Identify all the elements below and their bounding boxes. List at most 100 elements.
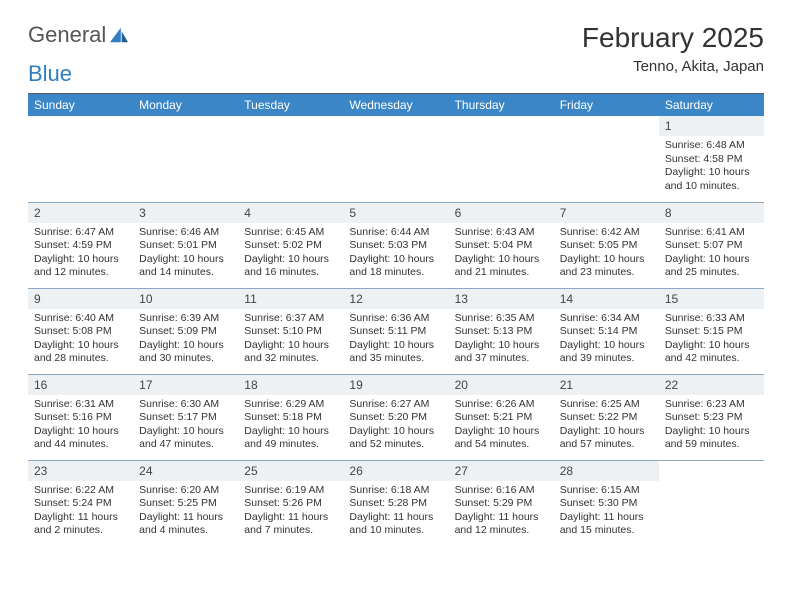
sunrise-text: Sunrise: 6:30 AM: [139, 398, 232, 412]
calendar-day-cell: 25Sunrise: 6:19 AMSunset: 5:26 PMDayligh…: [238, 460, 343, 546]
daylight-text: Daylight: 10 hours and 14 minutes.: [139, 253, 232, 280]
sunrise-text: Sunrise: 6:16 AM: [455, 484, 548, 498]
daylight-text: Daylight: 10 hours and 25 minutes.: [665, 253, 758, 280]
day-details: Sunrise: 6:33 AMSunset: 5:15 PMDaylight:…: [659, 309, 764, 371]
daylight-text: Daylight: 10 hours and 28 minutes.: [34, 339, 127, 366]
sunset-text: Sunset: 5:20 PM: [349, 411, 442, 425]
sunset-text: Sunset: 5:22 PM: [560, 411, 653, 425]
day-details: Sunrise: 6:43 AMSunset: 5:04 PMDaylight:…: [449, 223, 554, 285]
sunset-text: Sunset: 5:23 PM: [665, 411, 758, 425]
day-details: Sunrise: 6:46 AMSunset: 5:01 PMDaylight:…: [133, 223, 238, 285]
sunrise-text: Sunrise: 6:43 AM: [455, 226, 548, 240]
day-number: 24: [133, 461, 238, 481]
sunrise-text: Sunrise: 6:31 AM: [34, 398, 127, 412]
logo-sail-icon: [108, 26, 130, 44]
day-number: 10: [133, 289, 238, 309]
sunset-text: Sunset: 5:08 PM: [34, 325, 127, 339]
day-number: 8: [659, 203, 764, 223]
day-details: Sunrise: 6:47 AMSunset: 4:59 PMDaylight:…: [28, 223, 133, 285]
sunrise-text: Sunrise: 6:40 AM: [34, 312, 127, 326]
daylight-text: Daylight: 11 hours and 10 minutes.: [349, 511, 442, 538]
day-number: 9: [28, 289, 133, 309]
weekday-header: Friday: [554, 94, 659, 116]
sunset-text: Sunset: 4:59 PM: [34, 239, 127, 253]
sunrise-text: Sunrise: 6:39 AM: [139, 312, 232, 326]
day-details: Sunrise: 6:41 AMSunset: 5:07 PMDaylight:…: [659, 223, 764, 285]
calendar-day-cell: 19Sunrise: 6:27 AMSunset: 5:20 PMDayligh…: [343, 374, 448, 460]
calendar-day-cell: 22Sunrise: 6:23 AMSunset: 5:23 PMDayligh…: [659, 374, 764, 460]
sunrise-text: Sunrise: 6:23 AM: [665, 398, 758, 412]
calendar-day-cell: 13Sunrise: 6:35 AMSunset: 5:13 PMDayligh…: [449, 288, 554, 374]
calendar-day-cell: 17Sunrise: 6:30 AMSunset: 5:17 PMDayligh…: [133, 374, 238, 460]
sunset-text: Sunset: 5:25 PM: [139, 497, 232, 511]
logo-text-1: General: [28, 22, 106, 48]
sunset-text: Sunset: 5:16 PM: [34, 411, 127, 425]
day-details: Sunrise: 6:35 AMSunset: 5:13 PMDaylight:…: [449, 309, 554, 371]
daylight-text: Daylight: 11 hours and 15 minutes.: [560, 511, 653, 538]
sunrise-text: Sunrise: 6:35 AM: [455, 312, 548, 326]
calendar-empty-cell: [449, 116, 554, 202]
sunset-text: Sunset: 4:58 PM: [665, 153, 758, 167]
daylight-text: Daylight: 10 hours and 12 minutes.: [34, 253, 127, 280]
daylight-text: Daylight: 10 hours and 49 minutes.: [244, 425, 337, 452]
calendar-day-cell: 3Sunrise: 6:46 AMSunset: 5:01 PMDaylight…: [133, 202, 238, 288]
day-details: Sunrise: 6:23 AMSunset: 5:23 PMDaylight:…: [659, 395, 764, 457]
day-details: Sunrise: 6:37 AMSunset: 5:10 PMDaylight:…: [238, 309, 343, 371]
day-details: Sunrise: 6:30 AMSunset: 5:17 PMDaylight:…: [133, 395, 238, 457]
day-number: 19: [343, 375, 448, 395]
sunrise-text: Sunrise: 6:19 AM: [244, 484, 337, 498]
daylight-text: Daylight: 10 hours and 44 minutes.: [34, 425, 127, 452]
day-details: Sunrise: 6:34 AMSunset: 5:14 PMDaylight:…: [554, 309, 659, 371]
day-details: Sunrise: 6:20 AMSunset: 5:25 PMDaylight:…: [133, 481, 238, 543]
calendar-day-cell: 28Sunrise: 6:15 AMSunset: 5:30 PMDayligh…: [554, 460, 659, 546]
calendar-empty-cell: [238, 116, 343, 202]
day-number: 16: [28, 375, 133, 395]
daylight-text: Daylight: 10 hours and 54 minutes.: [455, 425, 548, 452]
weekday-header: Wednesday: [343, 94, 448, 116]
daylight-text: Daylight: 10 hours and 37 minutes.: [455, 339, 548, 366]
day-number: 6: [449, 203, 554, 223]
sunset-text: Sunset: 5:18 PM: [244, 411, 337, 425]
sunrise-text: Sunrise: 6:20 AM: [139, 484, 232, 498]
day-details: Sunrise: 6:19 AMSunset: 5:26 PMDaylight:…: [238, 481, 343, 543]
sunset-text: Sunset: 5:29 PM: [455, 497, 548, 511]
daylight-text: Daylight: 10 hours and 42 minutes.: [665, 339, 758, 366]
calendar-day-cell: 7Sunrise: 6:42 AMSunset: 5:05 PMDaylight…: [554, 202, 659, 288]
calendar-day-cell: 18Sunrise: 6:29 AMSunset: 5:18 PMDayligh…: [238, 374, 343, 460]
calendar-day-cell: 10Sunrise: 6:39 AMSunset: 5:09 PMDayligh…: [133, 288, 238, 374]
day-number: 5: [343, 203, 448, 223]
calendar-table: SundayMondayTuesdayWednesdayThursdayFrid…: [28, 94, 764, 546]
sunset-text: Sunset: 5:01 PM: [139, 239, 232, 253]
daylight-text: Daylight: 10 hours and 32 minutes.: [244, 339, 337, 366]
calendar-day-cell: 12Sunrise: 6:36 AMSunset: 5:11 PMDayligh…: [343, 288, 448, 374]
calendar-day-cell: 2Sunrise: 6:47 AMSunset: 4:59 PMDaylight…: [28, 202, 133, 288]
weekday-header: Tuesday: [238, 94, 343, 116]
day-number: 26: [343, 461, 448, 481]
day-number: 22: [659, 375, 764, 395]
sunrise-text: Sunrise: 6:47 AM: [34, 226, 127, 240]
day-details: Sunrise: 6:40 AMSunset: 5:08 PMDaylight:…: [28, 309, 133, 371]
day-number: 15: [659, 289, 764, 309]
daylight-text: Daylight: 10 hours and 39 minutes.: [560, 339, 653, 366]
day-details: Sunrise: 6:48 AMSunset: 4:58 PMDaylight:…: [659, 136, 764, 198]
day-number: 11: [238, 289, 343, 309]
calendar-day-cell: 15Sunrise: 6:33 AMSunset: 5:15 PMDayligh…: [659, 288, 764, 374]
day-number: 13: [449, 289, 554, 309]
day-details: Sunrise: 6:44 AMSunset: 5:03 PMDaylight:…: [343, 223, 448, 285]
day-number: 3: [133, 203, 238, 223]
sunrise-text: Sunrise: 6:36 AM: [349, 312, 442, 326]
daylight-text: Daylight: 10 hours and 57 minutes.: [560, 425, 653, 452]
sunset-text: Sunset: 5:17 PM: [139, 411, 232, 425]
daylight-text: Daylight: 10 hours and 21 minutes.: [455, 253, 548, 280]
sunrise-text: Sunrise: 6:41 AM: [665, 226, 758, 240]
calendar-day-cell: 1Sunrise: 6:48 AMSunset: 4:58 PMDaylight…: [659, 116, 764, 202]
calendar-day-cell: 5Sunrise: 6:44 AMSunset: 5:03 PMDaylight…: [343, 202, 448, 288]
day-details: Sunrise: 6:29 AMSunset: 5:18 PMDaylight:…: [238, 395, 343, 457]
title-block: February 2025 Tenno, Akita, Japan: [582, 22, 764, 75]
daylight-text: Daylight: 10 hours and 47 minutes.: [139, 425, 232, 452]
calendar-day-cell: 8Sunrise: 6:41 AMSunset: 5:07 PMDaylight…: [659, 202, 764, 288]
sunrise-text: Sunrise: 6:29 AM: [244, 398, 337, 412]
calendar-day-cell: 20Sunrise: 6:26 AMSunset: 5:21 PMDayligh…: [449, 374, 554, 460]
calendar-day-cell: 24Sunrise: 6:20 AMSunset: 5:25 PMDayligh…: [133, 460, 238, 546]
daylight-text: Daylight: 10 hours and 16 minutes.: [244, 253, 337, 280]
